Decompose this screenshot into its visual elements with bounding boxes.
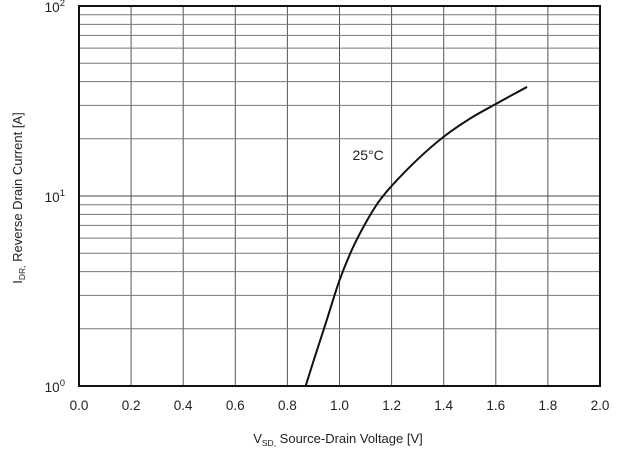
x-tick-label: 0.2: [122, 398, 141, 413]
x-tick-labels: 0.0 0.2 0.4 0.6 0.8 1.0 1.2 1.4 1.6 1.8 2.0: [70, 398, 610, 413]
x-tick-label: 1.6: [486, 398, 505, 413]
plot-frame: [78, 5, 601, 387]
x-tick-label: 1.2: [382, 398, 401, 413]
x-axis-label: VSD, Source-Drain Voltage [V]: [253, 431, 423, 448]
y-tick-label: 101: [45, 188, 65, 205]
annotation-25c: 25°C: [353, 147, 384, 163]
x-tick-label: 1.0: [330, 398, 349, 413]
y-tick-labels: 102 101 100: [45, 0, 65, 395]
x-tick-label: 0.0: [70, 398, 89, 413]
x-tick-label: 2.0: [591, 398, 610, 413]
y-tick-label: 100: [45, 378, 65, 395]
y-tick-label: 102: [45, 0, 65, 15]
x-tick-label: 1.4: [434, 398, 453, 413]
grid-lines: [78, 6, 601, 387]
series-marks: 25°C: [304, 86, 528, 387]
x-tick-label: 0.6: [226, 398, 245, 413]
x-tick-label: 1.8: [539, 398, 558, 413]
x-tick-label: 0.4: [174, 398, 193, 413]
series-line-25c: [304, 86, 528, 387]
x-tick-label: 0.8: [278, 398, 297, 413]
y-axis-label: IDR, Reverse Drain Current [A]: [10, 112, 27, 283]
